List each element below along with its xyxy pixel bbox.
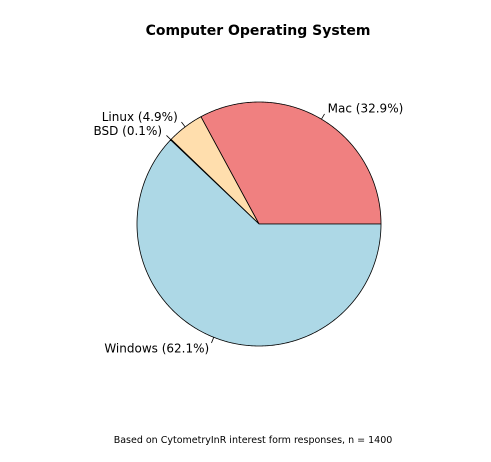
pie-label-0: Mac (32.9%)	[328, 102, 404, 116]
pie-labels: Mac (32.9%) Linux (4.9%)BSD (0.1%) Windows…	[93, 102, 403, 356]
pie-leader-2	[166, 135, 172, 140]
pie-label-3: Windows (62.1%)	[104, 342, 209, 356]
chart-caption: Based on CytometryInR interest form resp…	[114, 435, 393, 446]
pie-leader-3	[211, 337, 215, 344]
pie-leader-0	[321, 113, 325, 120]
pie-leader-1	[181, 121, 186, 128]
chart-title: Computer Operating System	[146, 23, 371, 39]
pie-label-1: Linux (4.9%)	[102, 110, 178, 124]
pie-label-2: BSD (0.1%)	[93, 124, 162, 138]
pie-slices	[136, 101, 382, 347]
